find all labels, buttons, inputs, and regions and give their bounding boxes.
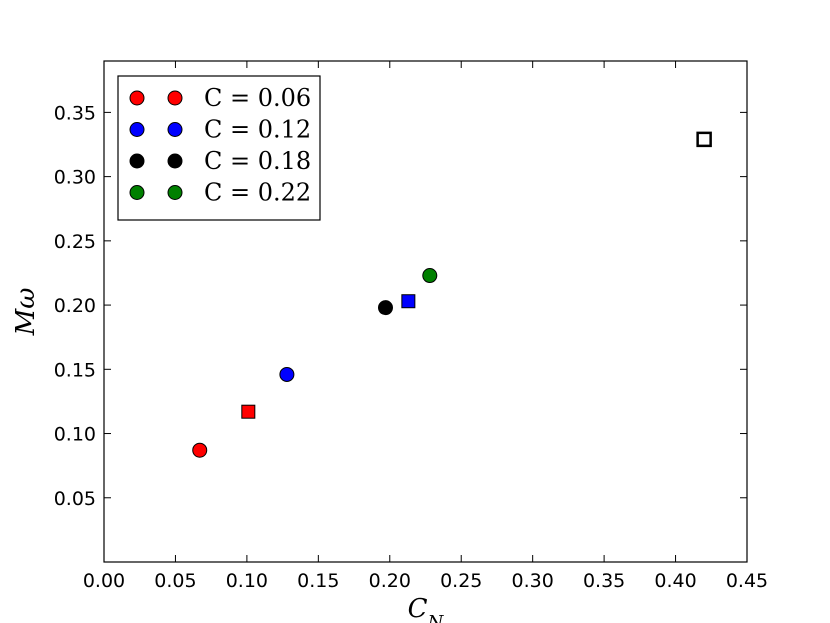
x-tick-label: 0.15 [297, 570, 339, 592]
data-point [279, 366, 295, 382]
y-tick-label: 0.10 [54, 424, 96, 446]
legend-marker [167, 90, 183, 106]
legend-label: C = 0.18 [204, 147, 311, 175]
legend-label: C = 0.12 [204, 116, 311, 144]
x-tick-label: 0.35 [583, 570, 625, 592]
legend: C = 0.06 C = 0.12 C = 0.18 C = 0.22 [117, 75, 321, 221]
x-tick-label: 0.10 [226, 570, 268, 592]
square-point [241, 404, 256, 419]
legend-marker [167, 185, 183, 200]
data-points [192, 131, 712, 458]
y-tick-label: 0.35 [54, 102, 96, 124]
x-tick-label: 0.40 [654, 570, 696, 592]
data-point [192, 442, 208, 458]
x-tick-label: 0.05 [154, 570, 196, 592]
x-tick-label: 0.45 [726, 570, 768, 592]
axis-ticks: 0.00 0.05 0.10 0.15 0.20 0.25 0.30 0.35 0.40 0.45… [54, 61, 768, 592]
x-tick-label: 0.30 [512, 570, 554, 592]
y-tick-label: 0.05 [54, 488, 96, 510]
legend-marker [129, 122, 145, 137]
x-tick-label: 0.25 [440, 570, 482, 592]
y-tick-label: 0.20 [54, 295, 96, 317]
legend-label: C = 0.22 [204, 179, 311, 207]
legend-marker [167, 122, 183, 137]
y-tick-label: 0.15 [54, 359, 96, 381]
x-tick-label: 0.20 [369, 570, 411, 592]
legend-label: C = 0.06 [204, 84, 311, 112]
legend-entries: C = 0.06 C = 0.12 C = 0.18 C = 0.22 [129, 84, 311, 207]
legend-box [117, 75, 321, 221]
data-point [422, 268, 438, 284]
y-axis-label: Mω [11, 288, 41, 337]
y-tick-label: 0.30 [54, 167, 96, 189]
data-point [377, 300, 393, 316]
x-tick-label: 0.00 [83, 570, 125, 592]
square-point [401, 294, 416, 309]
square-point [696, 131, 712, 148]
legend-marker [167, 153, 183, 169]
legend-marker [129, 153, 145, 169]
legend-marker [129, 90, 145, 106]
y-tick-label: 0.25 [54, 231, 96, 253]
legend-marker [129, 185, 145, 200]
x-axis-label: CN [408, 594, 445, 623]
